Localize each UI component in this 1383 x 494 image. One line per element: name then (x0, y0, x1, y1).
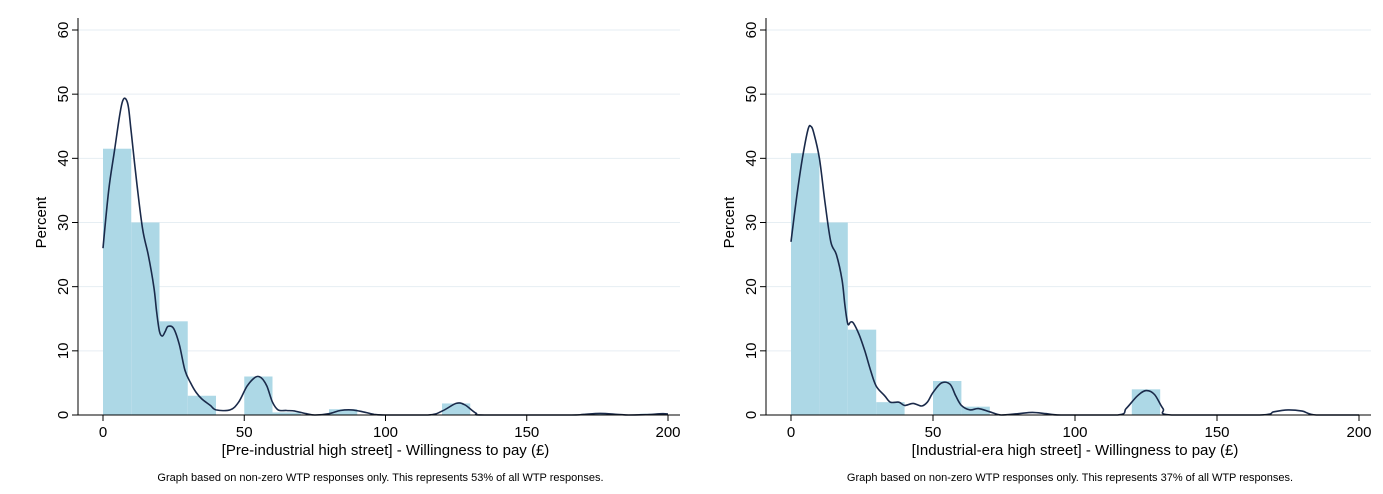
histogram-bar-0 (103, 148, 132, 416)
x-tick-label: 50 (236, 424, 253, 441)
histogram-industrial-era: 0 10 20 30 40 50 60 0 50 100 150 200 Percent [Indus… (721, 18, 1372, 484)
chart-note: Graph based on non-zero WTP responses on… (157, 472, 603, 484)
histogram-pre-industrial: 0 10 20 30 40 50 60 0 50 100 150 200 Percent [Pre-i… (33, 18, 681, 484)
y-tick-label: 60 (743, 22, 760, 39)
x-tick-label: 150 (1204, 424, 1229, 441)
y-axis-label: Percent (33, 196, 50, 249)
y-tick-label: 10 (55, 342, 72, 359)
gridlines (766, 29, 1371, 352)
y-tick-label: 40 (55, 150, 72, 167)
density-curve (102, 97, 669, 416)
x-tick-label: 200 (655, 424, 680, 441)
kernel-density-line (790, 124, 1359, 416)
histogram-bar-3 (187, 395, 216, 415)
x-tick-label: 100 (373, 424, 398, 441)
bars (791, 153, 1161, 415)
y-tick-label: 50 (55, 86, 72, 103)
y-tick-label: 50 (743, 86, 760, 103)
histogram-bar-6 (272, 412, 301, 415)
histogram-bar-1 (131, 222, 160, 415)
density-curve (790, 124, 1359, 416)
bars (103, 148, 668, 416)
y-tick-label: 10 (743, 342, 760, 359)
x-axis-label: [Industrial-era high street] - Willingne… (912, 442, 1239, 459)
y-tick-label: 30 (55, 214, 72, 231)
y-tick-label: 20 (55, 278, 72, 295)
histogram-bar-8 (329, 409, 358, 415)
histogram-bar-12 (1131, 389, 1161, 415)
x-tick-label: 0 (787, 424, 795, 441)
y-axis-label: Percent (721, 196, 738, 249)
axes: 0 10 20 30 40 50 60 0 50 100 150 200 (55, 18, 681, 441)
y-tick-label: 60 (55, 22, 72, 39)
histogram-bar-0 (791, 153, 820, 415)
y-tick-label: 0 (743, 411, 760, 419)
histogram-bar-2 (159, 321, 188, 415)
chart-note: Graph based on non-zero WTP responses on… (847, 472, 1293, 484)
y-tick-label: 20 (743, 278, 760, 295)
histogram-bar-17 (583, 413, 612, 415)
axes: 0 10 20 30 40 50 60 0 50 100 150 200 (743, 18, 1372, 441)
x-tick-label: 50 (925, 424, 942, 441)
histogram-bar-5 (244, 376, 273, 415)
gridlines (78, 29, 680, 352)
y-tick-label: 40 (743, 150, 760, 167)
kernel-density-line (102, 97, 669, 416)
histogram-bar-1 (819, 222, 848, 415)
histogram-bar-3 (876, 402, 905, 415)
y-tick-label: 30 (743, 214, 760, 231)
histogram-bar-6 (961, 406, 990, 415)
x-tick-label: 150 (514, 424, 539, 441)
x-tick-label: 100 (1062, 424, 1087, 441)
x-tick-label: 0 (99, 424, 107, 441)
y-tick-label: 0 (55, 411, 72, 419)
x-tick-label: 200 (1346, 424, 1371, 441)
histogram-bar-12 (442, 403, 471, 415)
x-axis-label: [Pre-industrial high street] - Willingne… (222, 442, 550, 459)
